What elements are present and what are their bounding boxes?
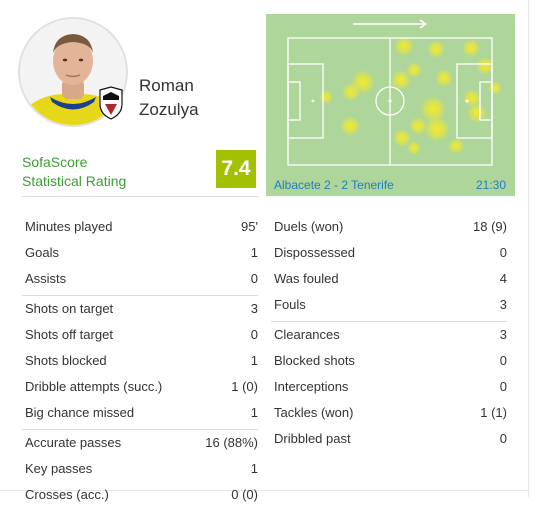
stat-label: Shots on target (25, 301, 114, 316)
stat-row: Goals 1 (22, 240, 258, 266)
stat-label: Dribbled past (274, 431, 351, 446)
stat-value: 1 (250, 245, 258, 260)
rating-badge: 7.4 (216, 150, 256, 188)
player-avatar (18, 17, 128, 127)
stat-row: Clearances 3 (271, 321, 507, 348)
rating-label: SofaScore Statistical Rating (22, 153, 172, 191)
rating-label-brand: SofaScore (22, 154, 88, 170)
heatmap-pitch (287, 19, 502, 166)
heat-zones (319, 36, 502, 155)
stats-column-left: Minutes played 95' Goals 1 Assists 0 Shots on … (22, 214, 258, 508)
stat-value: 0 (0) (231, 487, 258, 502)
stat-row: Shots on target 3 (22, 295, 258, 322)
stat-row: Big chance missed 1 (22, 400, 258, 426)
player-last-name: Zozulya (139, 100, 199, 119)
stat-label: Big chance missed (25, 405, 135, 420)
stat-value: 1 (250, 353, 258, 368)
stat-row: Assists 0 (22, 266, 258, 292)
stat-label: Key passes (25, 461, 93, 476)
stat-row: Dispossessed 0 (271, 240, 507, 266)
stat-row: Dribble attempts (succ.) 1 (0) (22, 374, 258, 400)
stat-label: Crosses (acc.) (25, 487, 109, 502)
stat-row: Duels (won) 18 (9) (271, 214, 507, 240)
stat-value: 4 (499, 271, 507, 286)
stat-value: 16 (88%) (205, 435, 258, 450)
club-crest-icon (99, 86, 123, 120)
divider (22, 196, 258, 197)
stat-label: Dribble attempts (succ.) (25, 379, 163, 394)
stat-value: 0 (499, 245, 507, 260)
stat-label: Shots off target (25, 327, 113, 342)
heatmap-match-link[interactable]: Albacete 2 - 2 Tenerife (274, 178, 394, 192)
stat-label: Fouls (274, 297, 306, 312)
stat-label: Clearances (274, 327, 340, 342)
stat-row: Accurate passes 16 (88%) (22, 429, 258, 456)
stat-row: Shots off target 0 (22, 322, 258, 348)
rating-label-text: Statistical Rating (22, 173, 127, 189)
stat-label: Dispossessed (274, 245, 355, 260)
stat-label: Accurate passes (25, 435, 122, 450)
stat-value: 1 (1) (480, 405, 507, 420)
stat-row: Minutes played 95' (22, 214, 258, 240)
player-name: Roman Zozulya (139, 74, 259, 122)
stat-label: Was fouled (274, 271, 339, 286)
stat-row: Crosses (acc.) 0 (0) (22, 482, 258, 508)
stat-row: Blocked shots 0 (271, 348, 507, 374)
stat-value: 0 (499, 431, 507, 446)
stat-value: 3 (499, 297, 507, 312)
attack-direction-arrow-icon (353, 19, 428, 29)
stat-label: Minutes played (25, 219, 113, 234)
stat-row: Tackles (won) 1 (1) (271, 400, 507, 426)
stat-value: 0 (499, 379, 507, 394)
stat-label: Tackles (won) (274, 405, 354, 420)
stat-label: Blocked shots (274, 353, 355, 368)
stat-row: Was fouled 4 (271, 266, 507, 292)
stats-column-right: Duels (won) 18 (9) Dispossessed 0 Was fouled… (271, 214, 507, 452)
stat-label: Goals (25, 245, 59, 260)
stat-value: 0 (250, 327, 258, 342)
stat-value: 3 (499, 327, 507, 342)
stat-value: 95' (241, 219, 258, 234)
player-first-name: Roman (139, 76, 194, 95)
panel-border-bottom (0, 490, 528, 491)
stat-row: Interceptions 0 (271, 374, 507, 400)
stat-row: Shots blocked 1 (22, 348, 258, 374)
stat-value: 0 (250, 271, 258, 286)
stat-label: Shots blocked (25, 353, 107, 368)
stat-value: 0 (499, 353, 507, 368)
stat-label: Duels (won) (274, 219, 344, 234)
heatmap-match-time: 21:30 (475, 178, 506, 192)
panel-border (528, 0, 529, 497)
stat-value: 1 (250, 461, 258, 476)
stat-row: Fouls 3 (271, 292, 507, 318)
heatmap[interactable]: Albacete 2 - 2 Tenerife 21:30 (266, 14, 515, 196)
stat-value: 18 (9) (473, 219, 507, 234)
stat-row: Dribbled past 0 (271, 426, 507, 452)
stat-row: Key passes 1 (22, 456, 258, 482)
stat-value: 1 (250, 405, 258, 420)
stat-value: 1 (0) (231, 379, 258, 394)
stat-label: Assists (25, 271, 67, 286)
stat-value: 3 (250, 301, 258, 316)
stat-label: Interceptions (274, 379, 349, 394)
